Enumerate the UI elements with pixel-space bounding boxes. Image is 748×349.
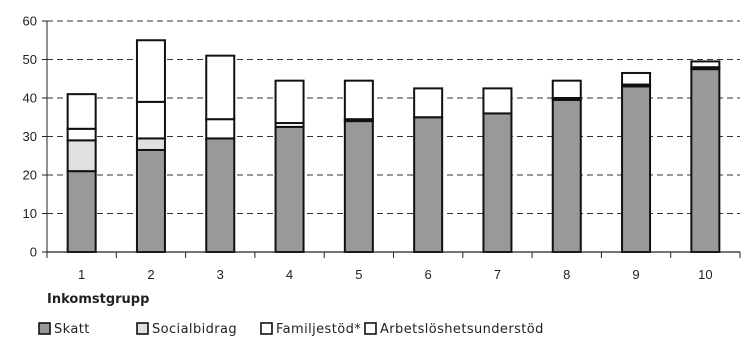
y-tick-label: 30: [23, 129, 37, 144]
legend-label: Arbetslöshetsunderstöd: [380, 322, 544, 337]
bar-segment-arbetsl-shetsunderst-d: [482, 87, 513, 115]
legend-swatch: [260, 322, 273, 335]
x-tick-label: 1: [78, 267, 85, 282]
y-tick-label: 60: [23, 14, 37, 29]
bar-segment-arbetsl-shetsunderst-d: [413, 87, 444, 119]
x-axis-label: Inkomstgrupp: [47, 292, 149, 307]
y-axis: 0 10 20 30 40 50 60: [23, 14, 48, 260]
x-tick-label: 3: [217, 267, 224, 282]
y-tick-label: 0: [30, 245, 37, 260]
y-tick-label: 10: [23, 206, 37, 221]
legend-swatch: [364, 322, 377, 335]
bar-segment-arbetsl-shetsunderst-d: [551, 79, 582, 100]
bar-segment-skatt: [66, 170, 97, 253]
bar-segment-familjest-d: [66, 127, 97, 142]
bar-segment-familjest-d: [205, 118, 236, 140]
legend-label: Familjestöd*: [276, 322, 361, 337]
y-tick-label: 40: [23, 91, 37, 106]
bar-segment-skatt: [135, 148, 166, 254]
bar-segment-arbetsl-shetsunderst-d: [66, 93, 97, 130]
x-tick-label: 10: [698, 267, 712, 282]
bar-segment-arbetsl-shetsunderst-d: [621, 71, 652, 86]
bar-segment-arbetsl-shetsunderst-d: [690, 60, 721, 69]
bar-segment-familjest-d: [135, 100, 166, 140]
y-tick-label: 50: [23, 52, 37, 67]
legend-label: Socialbidrag: [152, 322, 237, 337]
bar-segment-skatt: [343, 120, 374, 253]
bar-segment-skatt: [482, 112, 513, 254]
x-tick-label: 4: [286, 267, 293, 282]
bar-segment-skatt: [205, 137, 236, 253]
bar-segment-skatt: [621, 85, 652, 253]
legend-swatch: [38, 322, 51, 335]
bar-segment-socialbidrag: [66, 139, 97, 173]
x-tick-label: 2: [147, 267, 154, 282]
bar-segment-skatt: [690, 68, 721, 253]
legend-swatch: [136, 322, 149, 335]
x-tick-label: 9: [632, 267, 639, 282]
bar-segment-arbetsl-shetsunderst-d: [343, 79, 374, 121]
x-tick-label: 7: [494, 267, 501, 282]
bars: [66, 39, 721, 254]
x-tick-label: 5: [355, 267, 362, 282]
bar-segment-arbetsl-shetsunderst-d: [274, 79, 305, 125]
x-tick-label: 8: [563, 267, 570, 282]
bar-segment-skatt: [274, 125, 305, 253]
legend-label: Skatt: [54, 322, 90, 337]
x-tick-label: 6: [425, 267, 432, 282]
bar-segment-arbetsl-shetsunderst-d: [135, 39, 166, 103]
bar-segment-socialbidrag: [135, 137, 166, 151]
x-axis: 1 2 3 4 5 6 7 8 9 10: [46, 251, 741, 282]
bar-segment-skatt: [413, 116, 444, 253]
y-tick-label: 20: [23, 168, 37, 183]
bar-segment-arbetsl-shetsunderst-d: [205, 54, 236, 121]
legend: Skatt Socialbidrag Familjestöd* Arbetslöshe…: [38, 322, 544, 337]
bar-segment-skatt: [551, 98, 582, 253]
